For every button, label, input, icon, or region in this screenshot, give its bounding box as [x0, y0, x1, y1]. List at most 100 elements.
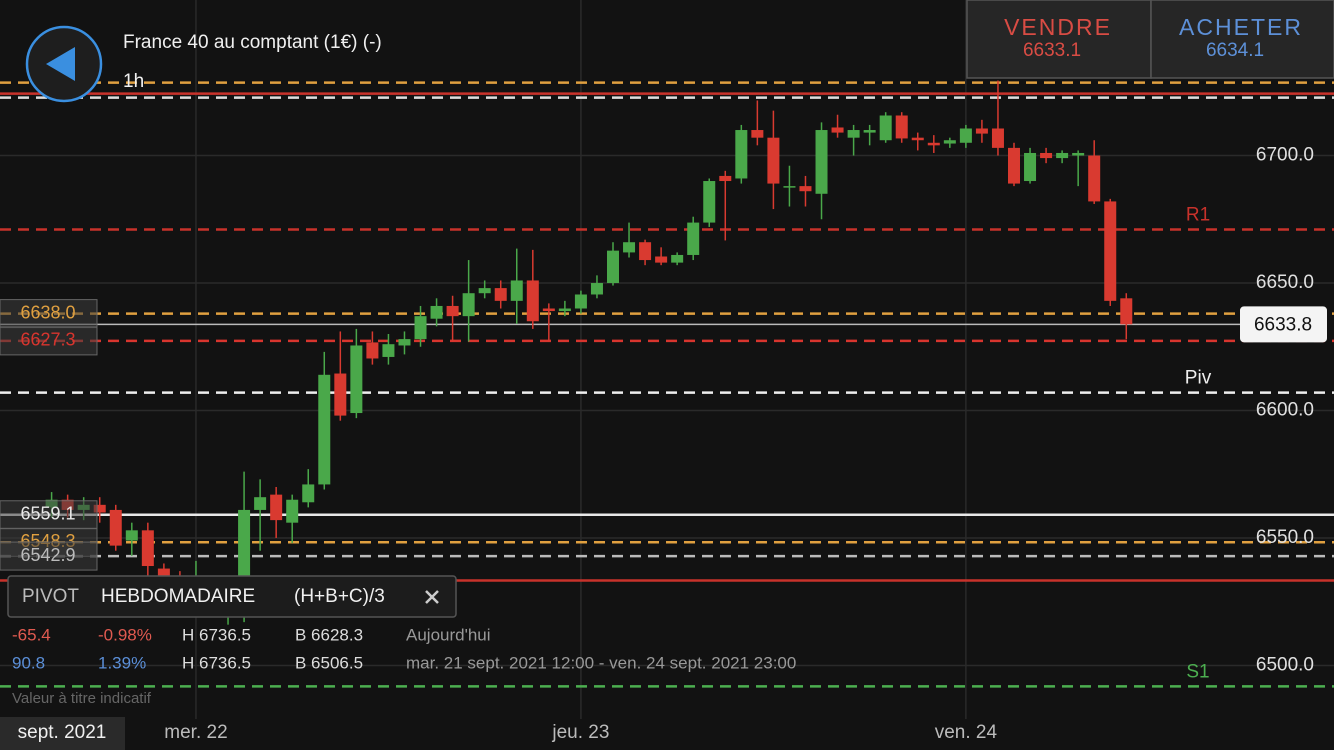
labels: 6500.0 6550.0 6600.0 6650.0 6700.0 mer. 22 jeu… [0, 145, 1327, 743]
y-tick-label: 6500.0 [1256, 654, 1314, 675]
pivot-panel[interactable] [7, 575, 457, 618]
candle-body [526, 280, 539, 322]
candle-body [687, 222, 700, 255]
candle-body [125, 530, 138, 541]
candle-body [254, 497, 267, 510]
period-box [0, 717, 125, 750]
sell-label: VENDRE [1004, 14, 1112, 40]
x-tick-label: jeu. 23 [551, 722, 609, 743]
level-name: S1 [1186, 661, 1209, 682]
candle-body [446, 305, 459, 317]
instrument-title: France 40 au comptant (1€) (-) [123, 32, 382, 53]
candle-body [302, 484, 315, 503]
close-icon[interactable] [425, 590, 439, 604]
period-label: sept. 2021 [18, 722, 107, 743]
level-label: 6627.3 [20, 330, 75, 350]
buy-button[interactable] [1150, 0, 1334, 79]
change-value: 90.8 [12, 653, 45, 672]
candle-body [623, 242, 636, 253]
level-label: 6638.0 [20, 302, 75, 322]
candle-body [671, 254, 684, 263]
candle-body [1120, 298, 1133, 325]
level-label-box [0, 541, 98, 571]
pivot-formula: (H+B+C)/3 [294, 586, 385, 607]
candle-body [270, 494, 283, 521]
candle-body [783, 186, 796, 188]
buy-price: 6634.1 [1206, 40, 1264, 61]
candle-body [430, 305, 443, 319]
timeframe[interactable]: 1h [123, 71, 144, 92]
candle-body [366, 342, 379, 359]
candle-body [735, 130, 748, 179]
sell-button[interactable] [966, 0, 1152, 79]
candle-body [655, 256, 668, 263]
candle-body [927, 142, 940, 146]
level-name: R1 [1186, 204, 1210, 225]
candle-body [1072, 152, 1085, 156]
candle-body [991, 128, 1004, 148]
candle-body [382, 344, 395, 357]
candle-body [494, 288, 507, 301]
candle-body [109, 509, 122, 546]
level-label-box [0, 500, 98, 530]
levels [0, 81, 1334, 688]
candle-body [751, 130, 764, 138]
candle-body [350, 345, 363, 414]
candle-body [1024, 152, 1037, 182]
candle-body [574, 294, 587, 309]
candle-body [719, 175, 732, 182]
buy-label: ACHETER [1179, 14, 1303, 40]
low: B 6628.3 [295, 625, 363, 644]
candle-body [975, 128, 988, 134]
candle-body [238, 509, 251, 595]
candle-body [1104, 201, 1117, 301]
y-tick-label: 6700.0 [1256, 145, 1314, 166]
current-price-label: 6633.8 [1254, 314, 1312, 335]
y-tick-label: 6650.0 [1256, 272, 1314, 293]
range: mar. 21 sept. 2021 12:00 - ven. 24 sept.… [406, 653, 796, 672]
candle-body [863, 130, 876, 133]
candle-body [943, 140, 956, 144]
candle-body [286, 499, 299, 523]
candle-body [799, 186, 812, 192]
range: Aujourd'hui [406, 625, 491, 644]
candle-body [157, 568, 170, 577]
candle-body [558, 308, 571, 312]
candle-body [607, 250, 619, 284]
candle-body [542, 308, 555, 312]
candle-body [318, 374, 331, 485]
candle-body [1088, 155, 1101, 202]
current-price-box [1240, 306, 1327, 343]
candle-body [334, 373, 347, 416]
candle-body [911, 137, 924, 141]
disclaimer: Valeur à titre indicatif [12, 690, 152, 707]
change-value: -65.4 [12, 625, 51, 644]
candle-body [1056, 152, 1069, 159]
candle-body [959, 128, 972, 143]
candle-body [398, 339, 411, 346]
y-tick-label: 6600.0 [1256, 400, 1314, 421]
candle-body [414, 316, 427, 340]
high: H 6736.5 [182, 625, 251, 644]
candle-body [703, 181, 716, 223]
y-tick-label: 6550.0 [1256, 527, 1314, 548]
change-percent: 1.39% [98, 653, 146, 672]
candle-body [879, 115, 892, 141]
high: H 6736.5 [182, 653, 251, 672]
level-label: 6559.1 [20, 504, 75, 524]
level-label: 6542.9 [20, 545, 75, 565]
candle-body [767, 137, 780, 184]
x-tick-label: ven. 24 [935, 722, 998, 743]
candle-body [590, 283, 603, 295]
level-label-box [0, 299, 98, 329]
candle-body [1040, 152, 1053, 159]
x-tick-label: mer. 22 [164, 722, 227, 743]
change-percent: -0.98% [98, 625, 152, 644]
candle-body [141, 530, 154, 567]
grid [0, 0, 1334, 719]
back-arrow [46, 47, 75, 81]
pivot-period: HEBDOMADAIRE [101, 586, 255, 607]
candle-body [478, 288, 491, 294]
